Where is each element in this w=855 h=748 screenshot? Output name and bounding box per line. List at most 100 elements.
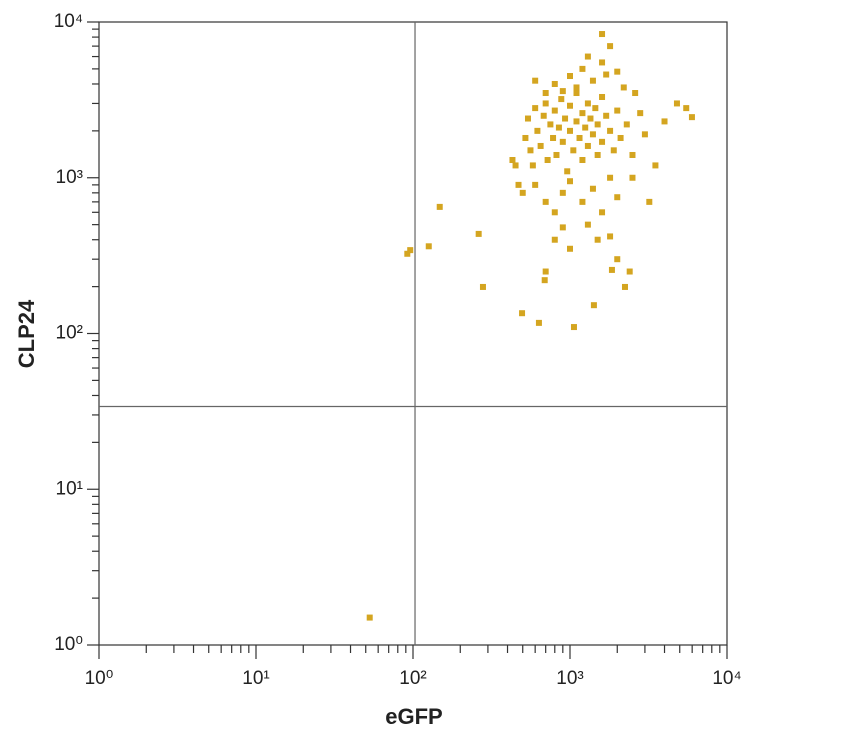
point xyxy=(621,283,628,290)
point xyxy=(570,147,577,154)
plot-frame xyxy=(98,21,728,646)
point xyxy=(551,80,558,87)
point xyxy=(614,68,621,75)
point xyxy=(524,115,531,122)
point xyxy=(527,147,534,154)
point xyxy=(637,110,644,117)
x-tick-label: 10³ xyxy=(556,668,583,689)
point xyxy=(570,324,577,331)
point xyxy=(537,142,544,149)
point xyxy=(610,147,617,154)
point xyxy=(544,157,551,164)
point xyxy=(567,73,573,80)
point xyxy=(529,162,536,169)
point xyxy=(551,107,558,114)
point xyxy=(582,124,589,131)
point xyxy=(603,71,610,78)
point xyxy=(599,209,606,216)
point xyxy=(592,105,599,112)
point xyxy=(620,84,627,91)
point xyxy=(576,134,583,141)
point xyxy=(542,100,549,107)
point xyxy=(567,245,573,252)
point xyxy=(512,162,519,169)
point xyxy=(550,134,557,141)
point xyxy=(573,84,580,91)
point xyxy=(579,198,586,205)
point xyxy=(551,209,558,216)
point xyxy=(626,268,633,275)
point xyxy=(366,614,373,621)
point xyxy=(589,185,596,192)
point xyxy=(652,162,659,169)
point xyxy=(534,127,541,134)
point xyxy=(607,233,614,240)
point xyxy=(594,121,601,128)
point xyxy=(519,310,526,317)
point xyxy=(608,266,615,273)
point xyxy=(683,105,690,112)
y-tick-label: 10² xyxy=(56,323,83,344)
point xyxy=(579,65,586,72)
point xyxy=(589,77,596,84)
point xyxy=(584,221,591,228)
point xyxy=(614,107,621,114)
point xyxy=(559,88,566,95)
x-tick-label: 10² xyxy=(399,668,426,689)
point xyxy=(542,268,549,275)
point xyxy=(551,236,558,243)
x-axis-title: eGFP xyxy=(385,704,442,729)
point xyxy=(603,112,610,119)
y-axis-title: CLP24 xyxy=(14,299,39,368)
point xyxy=(579,110,586,117)
point xyxy=(559,138,566,145)
x-tick-label: 10¹ xyxy=(242,668,269,689)
point xyxy=(535,319,542,326)
point xyxy=(594,151,601,158)
point xyxy=(541,277,548,284)
point xyxy=(553,151,560,158)
y-tick-label: 10¹ xyxy=(56,478,83,499)
point xyxy=(599,59,606,66)
point xyxy=(547,121,554,128)
point xyxy=(425,243,432,250)
y-tick-label: 10⁰ xyxy=(54,634,83,655)
point xyxy=(599,138,606,145)
point xyxy=(436,203,443,210)
point xyxy=(567,102,573,109)
point xyxy=(555,124,562,131)
point xyxy=(573,118,580,125)
point xyxy=(564,168,571,175)
point xyxy=(559,224,566,231)
point xyxy=(607,174,614,181)
point xyxy=(607,127,614,134)
point xyxy=(599,31,606,38)
point xyxy=(479,283,486,290)
point xyxy=(632,90,639,97)
point xyxy=(509,157,516,164)
point xyxy=(532,77,539,84)
point xyxy=(629,174,636,181)
point xyxy=(515,181,522,188)
point xyxy=(542,90,549,97)
point xyxy=(589,131,596,138)
point xyxy=(688,114,695,121)
point xyxy=(584,100,591,107)
point xyxy=(519,189,526,196)
point xyxy=(567,127,573,134)
point xyxy=(407,247,414,254)
point xyxy=(646,198,653,205)
y-tick-label: 10⁴ xyxy=(54,11,83,32)
point xyxy=(475,230,482,237)
point xyxy=(594,236,601,243)
point xyxy=(661,118,668,125)
x-tick-label: 10⁴ xyxy=(712,668,741,689)
point xyxy=(587,115,594,122)
point xyxy=(607,43,614,50)
point xyxy=(623,121,630,128)
point xyxy=(562,115,569,122)
point xyxy=(573,90,580,97)
point xyxy=(590,302,597,309)
point xyxy=(540,112,547,119)
